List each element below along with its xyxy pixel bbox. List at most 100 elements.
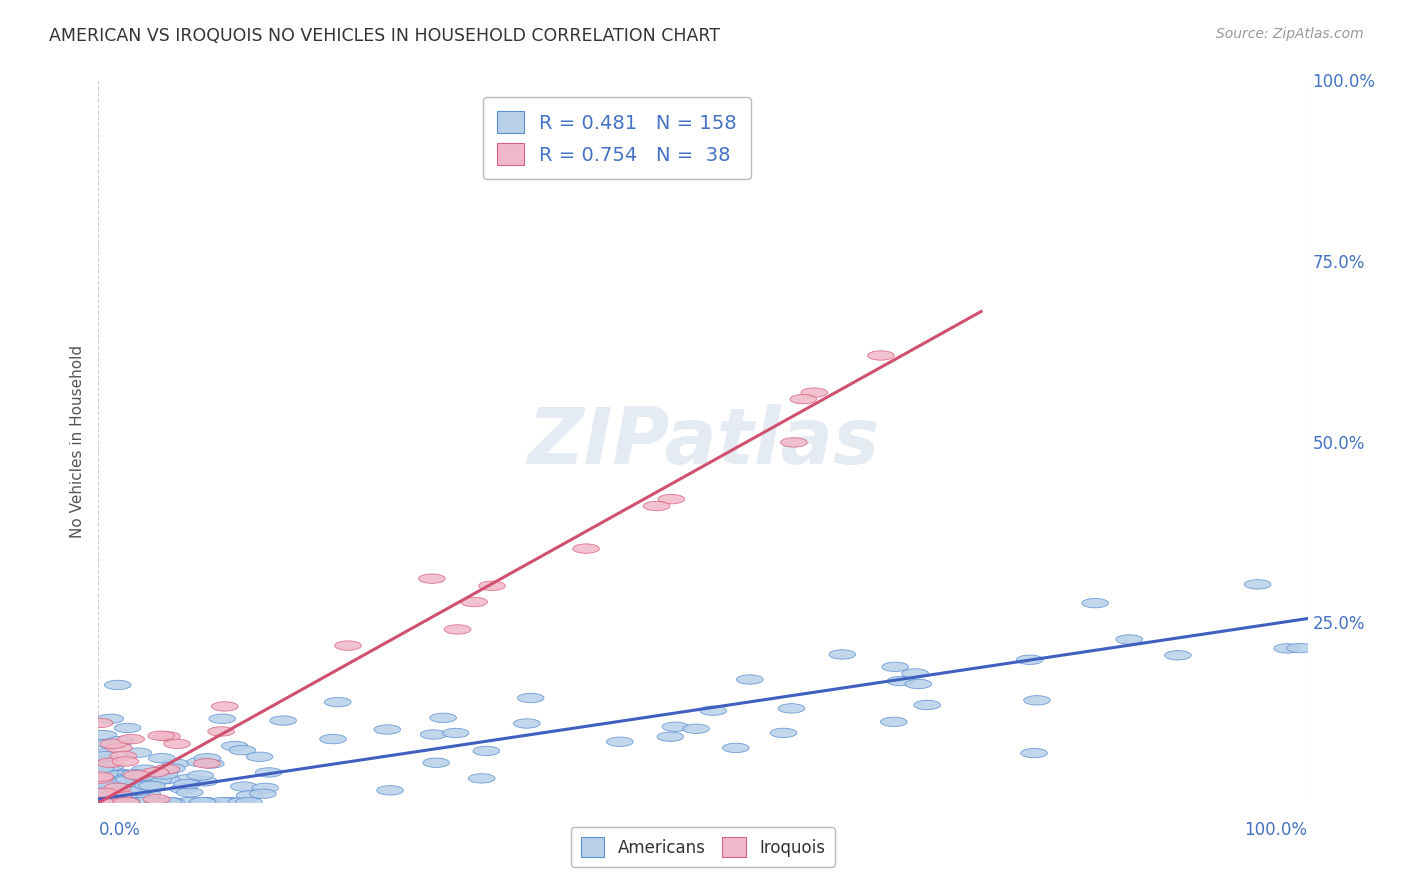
Ellipse shape [97, 714, 124, 723]
Ellipse shape [187, 771, 214, 780]
Ellipse shape [93, 780, 120, 789]
Ellipse shape [231, 782, 257, 791]
Ellipse shape [194, 759, 221, 768]
Ellipse shape [905, 680, 932, 689]
Ellipse shape [87, 786, 112, 795]
Ellipse shape [174, 780, 201, 789]
Ellipse shape [187, 757, 214, 767]
Ellipse shape [118, 734, 145, 744]
Ellipse shape [97, 797, 124, 806]
Ellipse shape [87, 797, 114, 806]
Ellipse shape [89, 797, 115, 806]
Ellipse shape [170, 784, 197, 794]
Ellipse shape [108, 797, 134, 806]
Ellipse shape [374, 725, 401, 734]
Ellipse shape [236, 797, 263, 806]
Ellipse shape [89, 780, 115, 789]
Ellipse shape [606, 737, 633, 747]
Ellipse shape [191, 797, 218, 806]
Ellipse shape [136, 797, 163, 806]
Ellipse shape [790, 394, 817, 404]
Ellipse shape [90, 777, 117, 786]
Ellipse shape [662, 722, 689, 731]
Ellipse shape [377, 786, 404, 795]
Ellipse shape [176, 797, 202, 806]
Ellipse shape [90, 788, 117, 797]
Ellipse shape [444, 624, 471, 634]
Ellipse shape [194, 754, 221, 763]
Ellipse shape [135, 797, 162, 806]
Ellipse shape [129, 797, 156, 806]
Text: 100.0%: 100.0% [1244, 821, 1308, 838]
Ellipse shape [104, 783, 131, 792]
Ellipse shape [478, 581, 505, 591]
Ellipse shape [770, 728, 797, 738]
Ellipse shape [217, 797, 243, 806]
Ellipse shape [880, 717, 907, 727]
Ellipse shape [115, 775, 142, 784]
Ellipse shape [86, 789, 112, 797]
Ellipse shape [197, 759, 224, 768]
Ellipse shape [246, 752, 273, 762]
Ellipse shape [112, 788, 139, 797]
Ellipse shape [419, 574, 446, 583]
Ellipse shape [122, 797, 149, 806]
Ellipse shape [112, 756, 139, 766]
Ellipse shape [114, 723, 141, 732]
Ellipse shape [139, 781, 166, 790]
Ellipse shape [153, 764, 180, 774]
Ellipse shape [100, 774, 127, 783]
Ellipse shape [1244, 580, 1271, 589]
Ellipse shape [1116, 635, 1143, 644]
Ellipse shape [780, 438, 807, 447]
Ellipse shape [87, 764, 114, 773]
Ellipse shape [683, 724, 710, 733]
Ellipse shape [1017, 655, 1043, 665]
Text: ZIPatlas: ZIPatlas [527, 403, 879, 480]
Ellipse shape [103, 772, 129, 782]
Ellipse shape [221, 741, 247, 751]
Ellipse shape [468, 773, 495, 783]
Ellipse shape [148, 731, 174, 740]
Ellipse shape [150, 770, 177, 779]
Ellipse shape [91, 797, 118, 806]
Ellipse shape [177, 788, 202, 797]
Ellipse shape [94, 765, 121, 774]
Ellipse shape [882, 662, 908, 672]
Ellipse shape [914, 700, 941, 710]
Ellipse shape [112, 797, 139, 806]
Ellipse shape [149, 754, 176, 763]
Ellipse shape [89, 794, 114, 803]
Ellipse shape [145, 775, 172, 785]
Ellipse shape [91, 784, 117, 793]
Ellipse shape [423, 758, 450, 767]
Ellipse shape [901, 669, 928, 678]
Ellipse shape [155, 797, 181, 806]
Ellipse shape [96, 739, 122, 748]
Ellipse shape [94, 797, 121, 806]
Ellipse shape [107, 737, 134, 746]
Ellipse shape [118, 778, 145, 787]
Ellipse shape [114, 797, 141, 806]
Ellipse shape [107, 790, 134, 799]
Ellipse shape [91, 769, 118, 778]
Ellipse shape [700, 706, 727, 715]
Ellipse shape [1274, 644, 1301, 653]
Ellipse shape [104, 784, 131, 794]
Ellipse shape [91, 748, 118, 758]
Ellipse shape [132, 765, 159, 774]
Ellipse shape [174, 774, 201, 784]
Ellipse shape [107, 797, 134, 806]
Ellipse shape [96, 797, 122, 806]
Ellipse shape [103, 768, 129, 778]
Ellipse shape [86, 761, 112, 770]
Ellipse shape [121, 770, 148, 779]
Ellipse shape [138, 797, 165, 806]
Ellipse shape [98, 779, 125, 788]
Ellipse shape [125, 748, 152, 757]
Ellipse shape [211, 702, 238, 711]
Ellipse shape [96, 797, 122, 806]
Ellipse shape [105, 743, 132, 753]
Ellipse shape [1164, 650, 1191, 660]
Ellipse shape [191, 777, 218, 786]
